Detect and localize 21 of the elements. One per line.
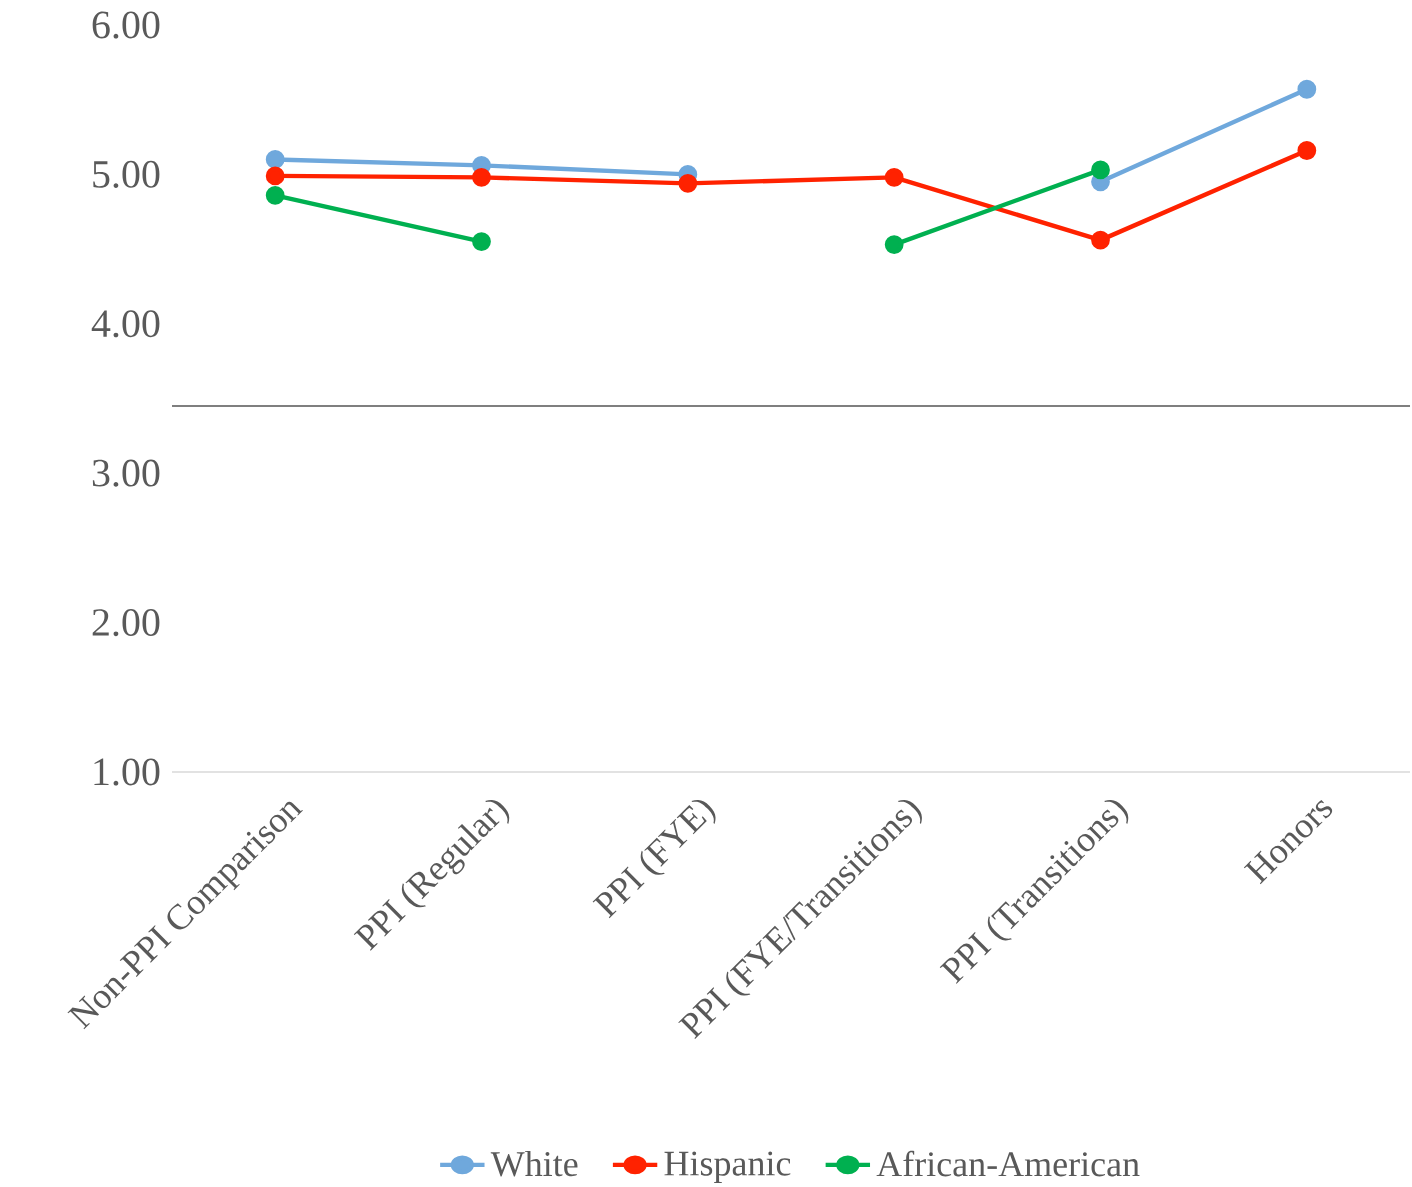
- y-tick-label: 1.00: [94, 758, 160, 786]
- y-tick-label: 6.00: [92, 11, 160, 39]
- point: [884, 235, 904, 255]
- point: [884, 167, 904, 187]
- point: [472, 167, 491, 187]
- point: [472, 232, 491, 252]
- point: [1091, 230, 1110, 250]
- point: [1091, 160, 1110, 180]
- y-tick-label: 5.00: [93, 160, 160, 188]
- point: [265, 150, 285, 169]
- y-tick-label: 3.00: [92, 459, 160, 487]
- legend-label: Hispanic: [664, 1151, 791, 1183]
- point: [265, 166, 285, 186]
- legend-label: White: [490, 1150, 578, 1177]
- y-tick-label: 4.00: [91, 310, 160, 338]
- legend-label: African-American: [876, 1150, 1140, 1177]
- point: [265, 185, 285, 205]
- point: [678, 173, 698, 193]
- point: [1297, 79, 1317, 99]
- point: [1297, 141, 1317, 160]
- y-tick-label: 2.00: [92, 609, 160, 637]
